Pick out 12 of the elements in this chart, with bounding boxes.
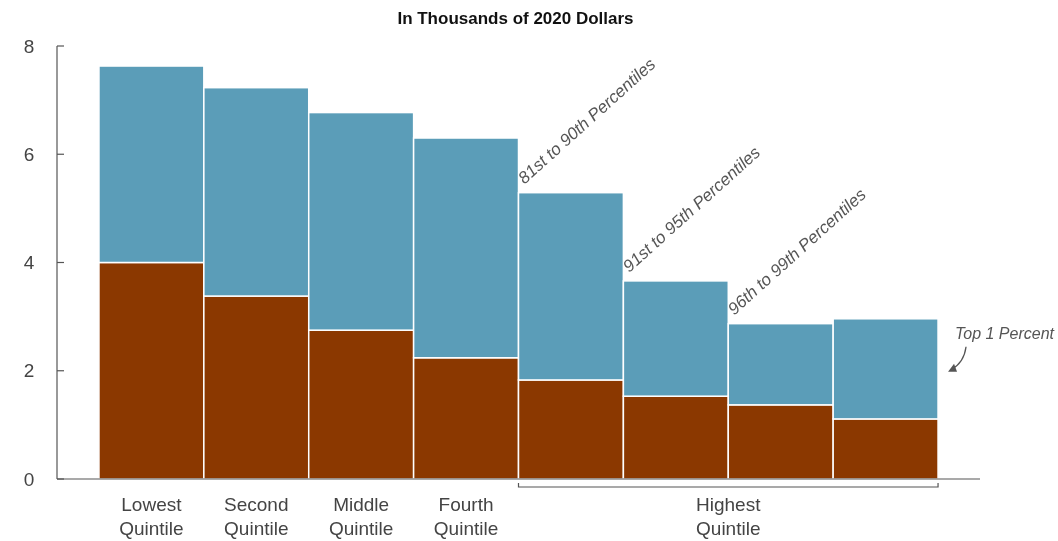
- x-tick-label: Middle Quintile: [328, 494, 394, 539]
- x-tick-label: Fourth Quintile: [433, 494, 499, 539]
- y-tick-label: 8: [23, 35, 35, 57]
- y-tick-label: 2: [23, 360, 35, 382]
- y-tick-label: 0: [23, 468, 35, 490]
- y-tick-label: 6: [23, 143, 35, 165]
- x-tick-label: Lowest Quintile: [119, 494, 184, 539]
- annotation: Top 1 Percent: [954, 324, 1055, 342]
- text: Highest Quintile: [696, 494, 762, 539]
- y-tick-label: 4: [23, 252, 35, 274]
- chart-title: In Thousands of 2020 Dollars: [397, 9, 634, 28]
- x-tick-label: Second Quintile: [224, 494, 289, 539]
